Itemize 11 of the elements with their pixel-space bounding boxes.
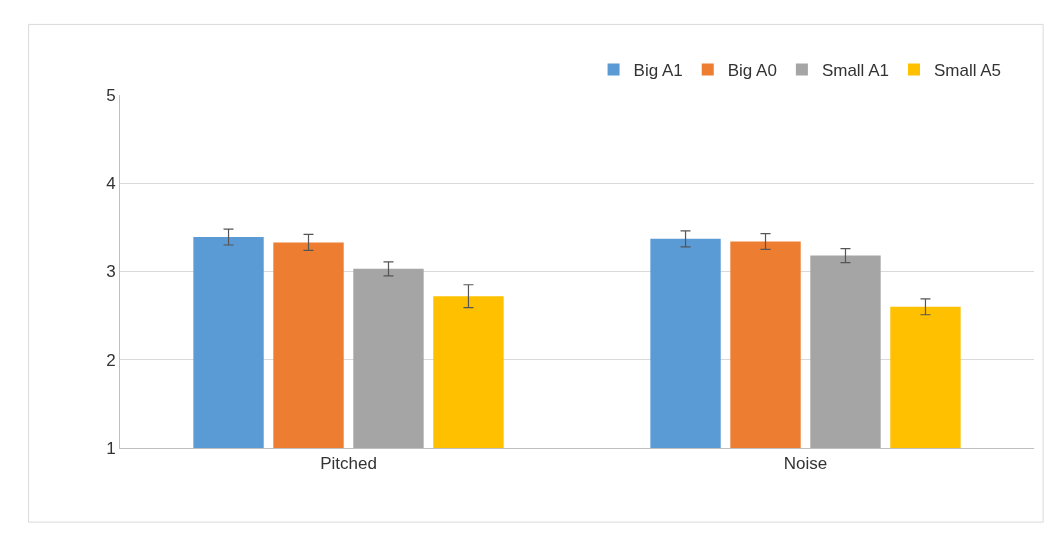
legend-label: Small A5 bbox=[933, 61, 1002, 81]
y-tick-label: 2 bbox=[106, 350, 116, 370]
x-tick-label: Pitched bbox=[320, 454, 377, 474]
legend-label: Big A1 bbox=[633, 61, 683, 81]
y-tick-label: 1 bbox=[106, 438, 116, 458]
x-tick-label: Noise bbox=[783, 454, 828, 474]
legend-label: Small A1 bbox=[821, 61, 889, 81]
y-tick-label: 5 bbox=[106, 85, 116, 105]
y-tick-label: 3 bbox=[106, 262, 116, 282]
legend-label: Big A0 bbox=[727, 61, 777, 81]
y-tick-label: 4 bbox=[106, 174, 116, 194]
